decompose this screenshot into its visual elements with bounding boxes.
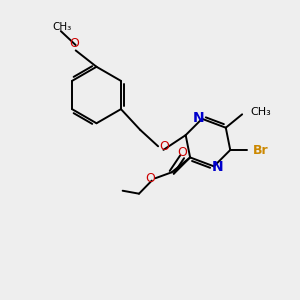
Text: O: O [160, 140, 170, 153]
Text: O: O [145, 172, 155, 185]
Text: O: O [177, 146, 187, 159]
Text: N: N [193, 111, 204, 125]
Text: Br: Br [253, 143, 269, 157]
Text: O: O [69, 37, 79, 50]
Text: CH₃: CH₃ [53, 22, 72, 32]
Text: N: N [212, 160, 223, 174]
Text: CH₃: CH₃ [250, 107, 271, 117]
